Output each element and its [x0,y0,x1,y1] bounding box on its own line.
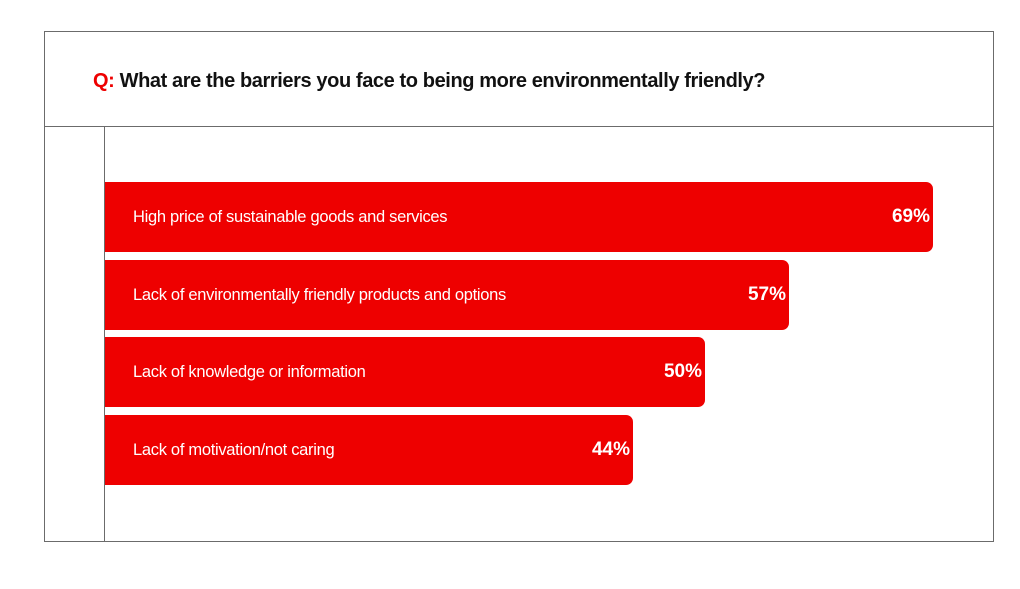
bar-value-label: 44% [591,438,630,460]
bar-value-label: 57% [747,283,786,305]
bar-category-label: Lack of environmentally friendly product… [133,285,506,304]
bar-category-label: High price of sustainable goods and serv… [133,208,448,226]
plot-area: High price of sustainable goods and serv… [45,127,993,542]
y-axis-line [104,127,105,542]
question-text: What are the barriers you face to being … [119,70,766,92]
bar: Lack of motivation/not caring 44% [105,414,633,485]
bar: Lack of environmentally friendly product… [105,259,789,330]
bar-value-label: 50% [663,361,702,382]
bar-category-label: Lack of motivation/not caring [133,440,335,459]
chart-card: Q: What are the barriers you face to bei… [44,31,994,542]
chart-title: Q: What are the barriers you face to bei… [93,70,765,93]
chart-header: Q: What are the barriers you face to bei… [45,32,993,127]
bar: Lack of knowledge or information 50% [105,337,705,407]
bar-value-label: 69% [891,206,930,227]
bars-container: High price of sustainable goods and serv… [45,127,993,542]
bar-category-label: Lack of knowledge or information [133,363,366,381]
question-prefix: Q: [93,70,115,92]
bar: High price of sustainable goods and serv… [105,182,933,252]
